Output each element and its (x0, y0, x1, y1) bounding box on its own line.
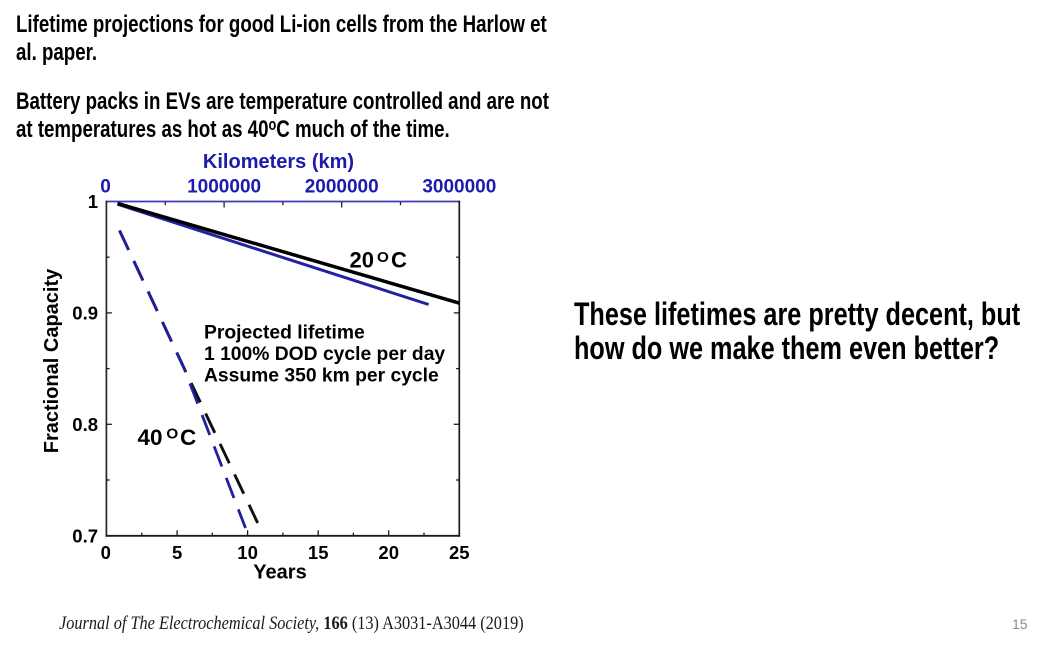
svg-text:2000000: 2000000 (305, 177, 379, 198)
svg-text:3000000: 3000000 (422, 177, 496, 198)
svg-text:1000000: 1000000 (187, 177, 261, 198)
svg-text:0.8: 0.8 (72, 414, 98, 435)
svg-text:Years: Years (253, 562, 306, 584)
svg-text:Kilometers (km): Kilometers (km) (203, 151, 354, 173)
svg-text:5: 5 (172, 542, 182, 563)
svg-text:0: 0 (101, 542, 111, 563)
svg-text:10: 10 (237, 542, 258, 563)
svg-text:0.9: 0.9 (72, 303, 98, 324)
svg-text:Assume 350 km per cycle: Assume 350 km per cycle (204, 366, 439, 387)
svg-text:1: 1 (88, 191, 98, 212)
svg-text:0: 0 (100, 177, 111, 198)
svg-text:20: 20 (378, 542, 399, 563)
svg-text:Projected lifetime: Projected lifetime (204, 323, 365, 344)
svg-text:25: 25 (449, 542, 470, 563)
svg-text:1 100% DOD cycle per day: 1 100% DOD cycle per day (204, 344, 445, 365)
svg-text:15: 15 (308, 542, 329, 563)
svg-text:0.7: 0.7 (72, 525, 98, 546)
svg-text:Fractional Capacity: Fractional Capacity (41, 268, 63, 453)
